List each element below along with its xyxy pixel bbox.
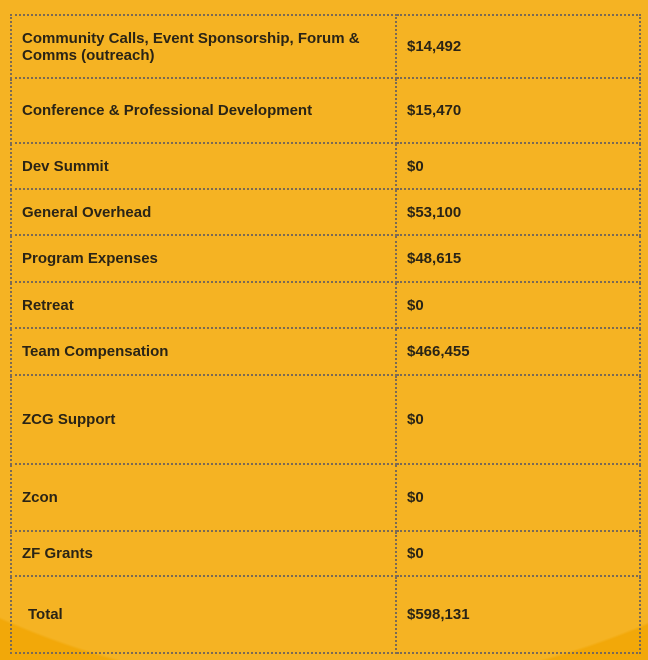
table-row: Program Expenses $48,615 xyxy=(10,234,641,283)
table-row: Community Calls, Event Sponsorship, Foru… xyxy=(10,14,641,79)
row-value: $48,615 xyxy=(395,234,641,283)
row-label: Zcon xyxy=(10,463,397,532)
total-label: Total xyxy=(10,575,397,654)
table-row: ZCG Support $0 xyxy=(10,374,641,465)
row-value: $0 xyxy=(395,142,641,190)
row-value: $0 xyxy=(395,530,641,577)
row-value: $53,100 xyxy=(395,188,641,236)
row-label: General Overhead xyxy=(10,188,397,236)
row-value: $0 xyxy=(395,281,641,329)
total-row: Total $598,131 xyxy=(10,575,641,654)
table-row: Retreat $0 xyxy=(10,281,641,329)
table-row: Team Compensation $466,455 xyxy=(10,327,641,376)
table-row: Zcon $0 xyxy=(10,463,641,532)
row-label: Dev Summit xyxy=(10,142,397,190)
row-value: $0 xyxy=(395,374,641,465)
row-label: Retreat xyxy=(10,281,397,329)
row-label: Team Compensation xyxy=(10,327,397,376)
row-label: Program Expenses xyxy=(10,234,397,283)
total-value: $598,131 xyxy=(395,575,641,654)
row-label: ZCG Support xyxy=(10,374,397,465)
row-value: $14,492 xyxy=(395,14,641,79)
table-row: General Overhead $53,100 xyxy=(10,188,641,236)
table-row: ZF Grants $0 xyxy=(10,530,641,577)
row-value: $15,470 xyxy=(395,77,641,144)
table-row: Conference & Professional Development $15… xyxy=(10,77,641,144)
row-label: ZF Grants xyxy=(10,530,397,577)
row-label: Conference & Professional Development xyxy=(10,77,397,144)
row-value: $0 xyxy=(395,463,641,532)
row-label: Community Calls, Event Sponsorship, Foru… xyxy=(10,14,397,79)
table-row: Dev Summit $0 xyxy=(10,142,641,190)
row-value: $466,455 xyxy=(395,327,641,376)
expense-table: Community Calls, Event Sponsorship, Foru… xyxy=(10,14,641,654)
